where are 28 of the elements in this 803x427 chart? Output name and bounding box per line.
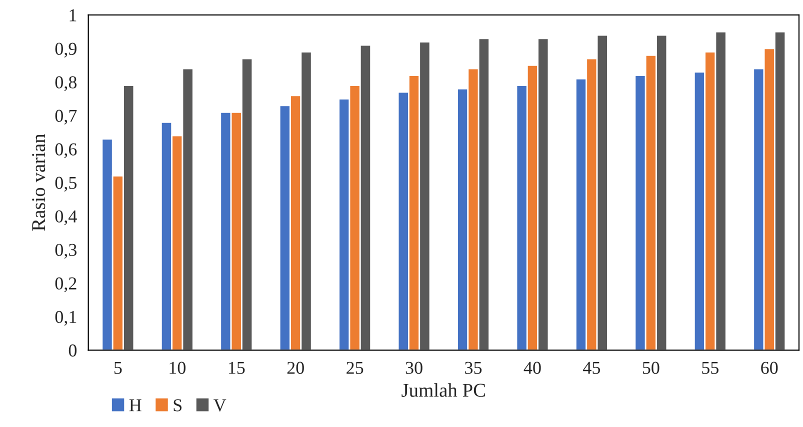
y-tick-label: 0,4: [55, 210, 77, 226]
y-tick-label: 1: [70, 9, 76, 22]
x-tick-label: 35: [465, 362, 482, 374]
x-tick-label: 50: [642, 362, 660, 374]
y-tick-label: 0,1: [55, 310, 76, 326]
legend-label: V: [214, 399, 226, 412]
y-tick-label: 0,7: [55, 110, 77, 125]
x-tick-label: 30: [406, 362, 422, 374]
x-tick-label: 15: [228, 362, 245, 374]
y-tick-label: 0,5: [55, 176, 77, 192]
y-axis-title: Rasio varian: [32, 134, 46, 231]
x-tick-label: 25: [346, 362, 364, 374]
x-tick-label: 55: [702, 362, 718, 374]
x-tick-label: 20: [287, 362, 304, 374]
x-tick-label: 5: [114, 362, 122, 374]
x-axis-title: Jumlah PC: [402, 383, 485, 397]
x-tick-label: 10: [170, 362, 186, 374]
y-tick-label: 0,6: [55, 143, 77, 158]
legend-label: H: [129, 399, 142, 412]
y-tick-label: 0,3: [55, 244, 77, 259]
legend-label: S: [174, 399, 182, 412]
y-tick-label: 0: [68, 344, 77, 357]
y-tick-label: 0,2: [55, 277, 76, 292]
x-tick-label: 40: [524, 362, 541, 374]
y-tick-label: 0,8: [55, 76, 77, 92]
x-tick-label: 60: [761, 362, 778, 374]
x-tick-label: 45: [583, 362, 600, 374]
y-tick-label: 0,9: [55, 42, 76, 58]
